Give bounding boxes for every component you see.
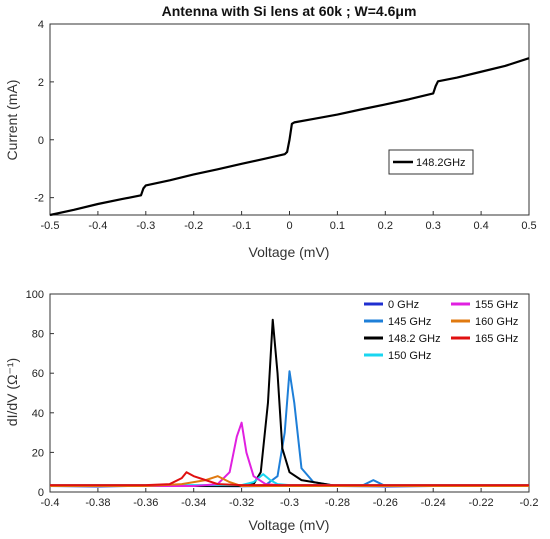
iv-x-tick-label: 0.3 — [426, 220, 441, 232]
didv-x-ticks: -0.4 -0.38 -0.36 -0.34 -0.32 -0.3 -0.28 -0.26 -0… — [41, 488, 539, 509]
didv-y-tick-label: 40 — [32, 408, 44, 420]
iv-plot-area: -0.5 -0.4 -0.3 -0.2 -0.1 0 0.1 0.2 0.3 0.4 0.5 -2 0… — [34, 19, 536, 232]
didv-x-tick-label: -0.26 — [373, 497, 398, 509]
didv-series-line-6 — [50, 471, 529, 487]
didv-y-axis-label: dI/dV (Ω⁻¹) — [4, 358, 20, 426]
iv-legend-label: 148.2GHz — [416, 157, 466, 169]
iv-plot-frame — [49, 23, 530, 216]
didv-legend-label: 155 GHz — [475, 299, 518, 311]
didv-legend-label: 165 GHz — [475, 333, 518, 345]
didv-legend-label: 160 GHz — [475, 316, 518, 328]
iv-x-tick-label: -0.2 — [184, 220, 203, 232]
didv-x-tick-label: -0.36 — [133, 497, 158, 509]
didv-legend-label: 0 GHz — [388, 299, 419, 311]
iv-x-tick-label: -0.5 — [41, 220, 60, 232]
iv-y-ticks: -2 0 2 4 — [34, 19, 54, 205]
didv-x-tick-label: -0.4 — [41, 497, 60, 509]
didv-y-tick-label: 60 — [32, 368, 44, 380]
didv-x-tick-label: -0.34 — [181, 497, 206, 509]
iv-y-tick-label: -2 — [34, 193, 44, 205]
iv-series-line-0 — [49, 57, 530, 217]
didv-legend-label: 148.2 GHz — [388, 333, 441, 345]
iv-y-axis-label: Current (mA) — [4, 80, 20, 161]
iv-x-tick-label: 0.2 — [378, 220, 393, 232]
didv-legend-label: 150 GHz — [388, 350, 431, 362]
iv-x-tick-label: -0.4 — [88, 220, 107, 232]
didv-x-tick-label: -0.38 — [85, 497, 110, 509]
didv-series-group — [49, 318, 530, 488]
didv-x-tick-label: -0.24 — [421, 497, 446, 509]
didv-chart: -0.4 -0.38 -0.36 -0.34 -0.32 -0.3 -0.28 -0.26 -0… — [4, 289, 538, 533]
didv-y-tick-label: 80 — [32, 329, 44, 341]
iv-chart: Antenna with Si lens at 60k ; W=4.6μm -0… — [4, 3, 537, 260]
iv-x-tick-label: 0 — [286, 220, 292, 232]
didv-x-axis-label: Voltage (mV) — [249, 517, 330, 533]
didv-x-tick-label: -0.22 — [469, 497, 494, 509]
iv-series-group — [49, 57, 530, 217]
didv-x-tick-label: -0.2 — [520, 497, 539, 509]
iv-y-tick-label: 0 — [38, 135, 44, 147]
iv-x-tick-label: 0.4 — [473, 220, 488, 232]
didv-y-tick-label: 100 — [26, 289, 44, 301]
didv-x-tick-label: -0.32 — [229, 497, 254, 509]
didv-legend-label: 145 GHz — [388, 316, 431, 328]
didv-plot-area: -0.4 -0.38 -0.36 -0.34 -0.32 -0.3 -0.28 -0.26 -0… — [26, 289, 539, 509]
didv-y-tick-label: 20 — [32, 447, 44, 459]
iv-x-axis-label: Voltage (mV) — [249, 244, 330, 260]
iv-x-tick-label: -0.3 — [136, 220, 155, 232]
iv-legend: 148.2GHz — [388, 149, 474, 175]
didv-legend: 0 GHz 145 GHz 148.2 GHz 150 GHz 155 GHz 160 G… — [364, 299, 518, 362]
iv-y-tick-label: 4 — [38, 19, 44, 31]
didv-x-tick-label: -0.3 — [280, 497, 299, 509]
iv-x-tick-label: -0.1 — [232, 220, 251, 232]
iv-chart-title: Antenna with Si lens at 60k ; W=4.6μm — [162, 3, 417, 19]
iv-x-tick-label: 0.5 — [521, 220, 536, 232]
didv-x-tick-label: -0.28 — [325, 497, 350, 509]
didv-plot-frame — [49, 293, 530, 493]
iv-x-tick-label: 0.1 — [330, 220, 345, 232]
didv-y-ticks: 0 20 40 60 80 100 — [26, 289, 54, 499]
didv-y-tick-label: 0 — [38, 487, 44, 499]
iv-x-ticks: -0.5 -0.4 -0.3 -0.2 -0.1 0 0.1 0.2 0.3 0.4 0.5 — [41, 211, 537, 232]
iv-y-tick-label: 2 — [38, 77, 44, 89]
